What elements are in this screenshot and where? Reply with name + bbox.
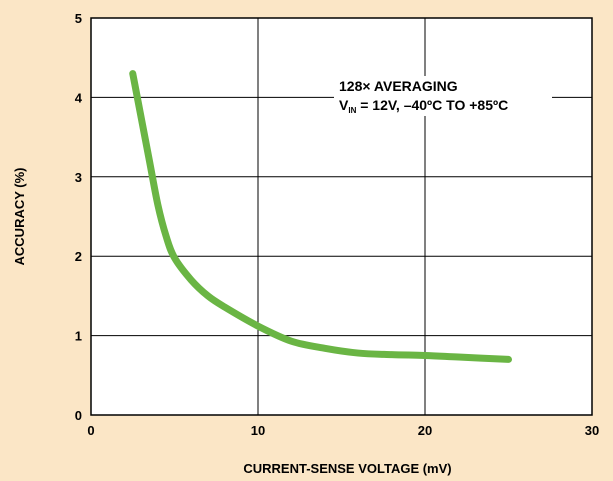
y-tick-label: 2	[75, 249, 82, 264]
x-tick-label: 10	[251, 423, 265, 438]
x-tick-label: 20	[418, 423, 432, 438]
plot-frame	[90, 17, 593, 416]
annotation-line-1: 128× AVERAGING	[339, 78, 458, 94]
y-tick-labels: 0 1 2 3 4 5	[75, 11, 83, 423]
y-axis-label: ACCURACY (%)	[12, 168, 27, 266]
y-tick-label: 5	[75, 11, 82, 26]
accuracy-series-line	[129, 70, 512, 363]
x-tick-labels: 0 10 20 30	[87, 423, 599, 438]
annotation-v: V	[339, 97, 349, 113]
annotation-background	[334, 76, 552, 116]
series-group	[129, 70, 512, 363]
annotation-subscript: IN	[348, 106, 356, 115]
y-tick-label: 4	[75, 90, 83, 105]
annotation-line-2: VIN = 12V, –40ºC TO +85ºC	[339, 97, 508, 115]
annotation-conditions: = 12V, –40ºC TO +85ºC	[356, 97, 508, 113]
x-tick-label: 30	[585, 423, 599, 438]
y-tick-label: 0	[75, 408, 82, 423]
y-tick-label: 3	[75, 170, 82, 185]
x-axis-label: CURRENT-SENSE VOLTAGE (mV)	[243, 461, 451, 476]
y-tick-label: 1	[75, 329, 82, 344]
x-tick-label: 0	[87, 423, 94, 438]
